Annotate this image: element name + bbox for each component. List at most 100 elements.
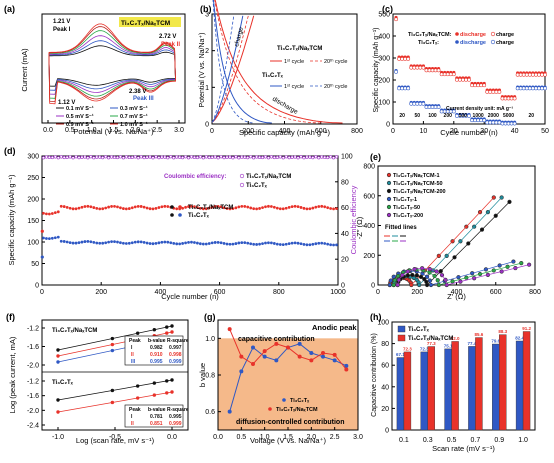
panel-d-composite-point — [181, 206, 185, 210]
panel-d-composite-point — [320, 204, 324, 208]
panel-d-composite-point — [302, 206, 306, 210]
panel-d-bare-point — [130, 241, 134, 245]
panel-d-composite-point — [95, 207, 99, 210]
panel-d-composite-point — [329, 207, 332, 210]
panel-f-top-point — [135, 331, 140, 335]
panel-c-ytick-label: 400 — [378, 34, 390, 41]
panel-d-composite-point — [287, 205, 291, 209]
panel-f-bottom-point — [56, 398, 60, 402]
panel-f-bottom-point — [152, 381, 157, 385]
panel-d-bare-point — [240, 241, 244, 244]
panel-h-ytick-label: 100 — [377, 320, 389, 327]
panel-d-ce-point — [237, 156, 241, 160]
panel-d-bare-point — [119, 241, 122, 245]
panel-d-bare-point — [45, 237, 48, 240]
panel-h-bar-value: 88.3 — [498, 329, 507, 334]
panel-h-bar — [396, 357, 405, 431]
panel-c-composite-charge — [470, 83, 474, 88]
panel-a-xlabel: Potential (V vs. Na/Na⁺) — [73, 127, 154, 136]
panel-d-bare-point — [133, 240, 137, 244]
panel-d-ce-point — [139, 155, 143, 159]
panel-g-xlabel: Voltage (V vs. Na/Na⁺) — [250, 436, 327, 445]
panel-f-bottom-point — [135, 384, 140, 388]
panel-c-legend-item: charge — [496, 40, 514, 46]
panel-b-composite-1st-discharge — [214, 0, 343, 124]
panel-d-composite-point — [267, 204, 270, 208]
panel-c-legend-group: Ti₃C₂Tₓ/NaₓTCM: — [408, 32, 452, 38]
panel-d-composite-point — [184, 205, 187, 209]
panel-c-composite-charge — [451, 72, 456, 77]
panel-d-ce-point — [326, 155, 330, 160]
panel-c-bare-charge — [418, 101, 423, 106]
panel-d-composite-point — [278, 207, 282, 211]
panel-f-top-point — [56, 360, 60, 364]
panel-c-bare-charge — [415, 101, 420, 106]
panel-d-ce-point — [50, 155, 54, 160]
panel-d-composite-point — [314, 205, 318, 209]
panel-g-series-point — [274, 358, 279, 363]
panel-d-bare-point — [65, 240, 69, 244]
panel-c-bare-charge — [394, 69, 398, 74]
panel-d-ce-point — [189, 155, 194, 159]
panel-d-bare-point — [258, 242, 261, 246]
panel-b-legend-group: Ti₃C₂Tₓ/NaₓTCM — [277, 46, 322, 52]
panel-d-ce-point — [314, 155, 318, 159]
panel-d-ce-point — [71, 156, 75, 160]
panel-g-xtick-label: 3.0 — [353, 434, 363, 441]
panel-d-bare-point — [68, 241, 72, 245]
panel-d-bare-point — [201, 242, 205, 246]
panel-c-bare-charge — [491, 120, 496, 125]
panel-d-bare-point — [264, 241, 267, 245]
panel-d-legend-marker — [178, 205, 182, 209]
panel-e-xtick-label: 600 — [490, 289, 502, 296]
panel-d-ce-point — [281, 156, 285, 160]
panel-c-ytick-label: 0 — [386, 122, 390, 129]
panel-d-ytick-label: 50 — [31, 261, 39, 268]
panel-h-xtick-label: 1.0 — [518, 437, 528, 444]
panel-f-table-top-head: R-square — [167, 338, 189, 344]
panel-g-series-point — [262, 354, 267, 359]
panel-d-composite-point — [83, 205, 87, 208]
panel-c-bare-charge — [537, 86, 541, 91]
panel-c-bare-charge — [540, 86, 544, 91]
panel-e-xtick-label: 400 — [451, 289, 463, 296]
panel-c-composite-charge — [400, 56, 405, 61]
panel-c-legend-item: charge — [496, 32, 514, 38]
panel-d-ce-point — [260, 155, 265, 160]
panel-d-composite-point — [89, 205, 93, 209]
panel-d-composite-point — [228, 207, 232, 211]
panel-d-ce-point — [317, 156, 321, 160]
panel-h-xtick-label: 0.9 — [494, 437, 504, 444]
panel-d-bare-point — [270, 241, 273, 245]
panel-d-ce-point — [157, 156, 161, 160]
panel-c-bare-charge — [506, 121, 511, 126]
panel-c-bare-charge — [424, 105, 429, 109]
panel-c-composite-charge — [461, 77, 465, 82]
panel-d-composite-point — [281, 207, 285, 211]
panel-c-composite-charge — [406, 56, 411, 61]
panel-h-bar-value: 91.2 — [522, 326, 531, 331]
panel-d-bare-point — [225, 242, 229, 246]
panel-d-ce-point — [98, 155, 102, 159]
panel-f-table-bottom-cell: 0.851 — [150, 421, 163, 427]
panel-d-ce-point — [192, 155, 197, 160]
panel-d-bare-point — [104, 241, 108, 245]
panel-c-bare-charge — [400, 86, 405, 91]
panel-d-right-ytick-label: 100 — [341, 154, 353, 161]
panel-c-composite-charge — [533, 72, 538, 77]
panel-e-xtick-label: 0 — [376, 289, 380, 296]
panel-c-composite-charge — [412, 65, 417, 70]
panel-h-bar-value: 82.4 — [515, 336, 524, 341]
panel-g-ylabel: b value — [198, 363, 207, 387]
panel-d-composite-point — [136, 204, 140, 208]
panel-h-frame — [391, 321, 536, 431]
panel-d-bare-point — [74, 241, 78, 245]
panel-d-composite-point — [323, 205, 327, 209]
panel-e-ytick-label: 600 — [363, 193, 375, 200]
panel-c-composite-charge — [445, 72, 450, 77]
panel-d-ce-point — [272, 155, 276, 160]
panel-g-series-point — [251, 362, 255, 366]
panel-g-xtick-label: 0.5 — [236, 434, 246, 441]
panel-d-composite-point — [101, 207, 105, 211]
panel-d-ce-point — [89, 155, 93, 159]
